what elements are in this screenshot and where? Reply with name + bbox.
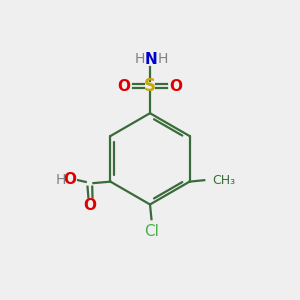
Text: CH₃: CH₃ bbox=[212, 174, 235, 187]
Text: Cl: Cl bbox=[144, 224, 159, 239]
Text: O: O bbox=[169, 79, 182, 94]
Text: N: N bbox=[145, 52, 158, 67]
Text: O: O bbox=[63, 172, 76, 187]
Text: O: O bbox=[118, 79, 130, 94]
Text: H: H bbox=[157, 52, 168, 66]
Text: H: H bbox=[135, 52, 146, 66]
Text: S: S bbox=[144, 77, 156, 95]
Text: H: H bbox=[55, 172, 66, 187]
Text: O: O bbox=[83, 198, 96, 213]
